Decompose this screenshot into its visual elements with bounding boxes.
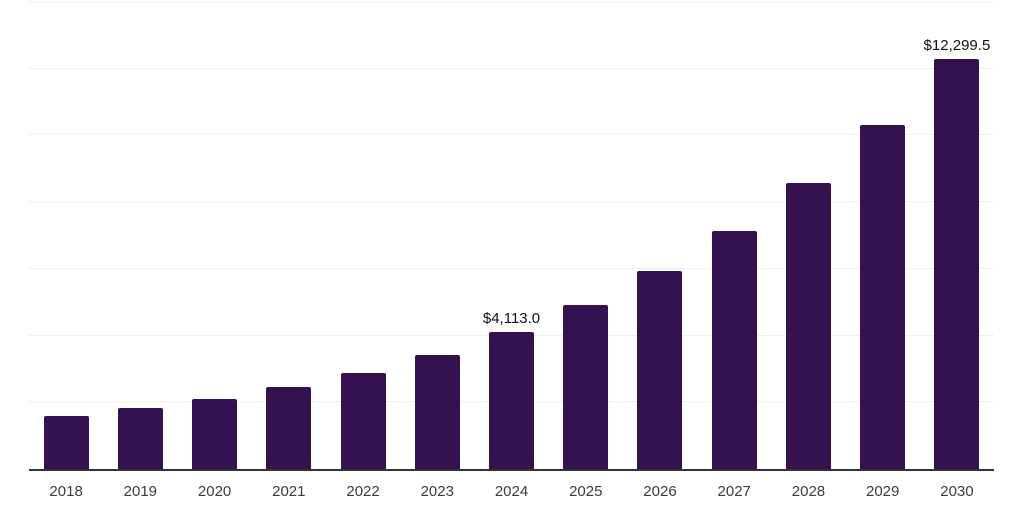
bar-2027[interactable] (711, 231, 757, 469)
x-tick-2025: 2025 (569, 483, 603, 500)
x-tick-2027: 2027 (717, 483, 751, 500)
data-label-2030: $12,299.5 (923, 36, 991, 54)
x-tick-2026: 2026 (643, 483, 677, 500)
bar-2022[interactable] (340, 372, 386, 469)
bar-band-2021 (252, 2, 326, 469)
x-tick-2021: 2021 (272, 483, 306, 500)
bar-band-2024: $4,113.0 (474, 2, 548, 469)
bar-2020[interactable] (192, 398, 238, 469)
x-tick-2024: 2024 (494, 483, 529, 500)
bar-band-2027 (697, 2, 771, 469)
bar-2025[interactable] (563, 304, 609, 469)
bar-2018[interactable] (43, 415, 89, 469)
data-label-2024: $4,113.0 (482, 309, 541, 327)
bar-band-2018 (29, 2, 103, 469)
bar-band-2029 (846, 2, 920, 469)
x-tick-2023: 2023 (420, 483, 454, 500)
bar-band-2023 (400, 2, 474, 469)
bars-container: $4,113.0 $12,299.5 (29, 2, 994, 469)
x-axis-labels: 2018 2019 2020 2021 2022 2023 2024 2025 2026 2027… (29, 483, 994, 501)
x-tick-2030: 2030 (940, 483, 974, 500)
x-tick-2029: 2029 (866, 483, 900, 500)
x-tick-2019: 2019 (123, 483, 158, 500)
bar-2030[interactable] (934, 58, 980, 469)
bar-2029[interactable] (860, 125, 906, 469)
bar-2028[interactable] (785, 182, 831, 469)
bar-band-2022 (326, 2, 400, 469)
x-axis-line (29, 469, 994, 471)
bar-2023[interactable] (414, 354, 460, 469)
gridline-6000 (29, 267, 994, 269)
x-tick-2028: 2028 (791, 483, 826, 500)
bar-band-2028 (771, 2, 845, 469)
bar-band-2020 (177, 2, 251, 469)
gridline-12000 (29, 67, 994, 69)
bar-band-2030: $12,299.5 (920, 2, 994, 469)
bar-band-2026 (623, 2, 697, 469)
bar-2021[interactable] (266, 387, 312, 469)
plot-area: $4,113.0 $12,299.5 (29, 1, 994, 469)
bar-band-2019 (103, 2, 177, 469)
bar-2026[interactable] (637, 270, 683, 469)
x-tick-2018: 2018 (49, 483, 83, 500)
x-tick-2022: 2022 (346, 483, 380, 500)
gridline-10000 (29, 134, 994, 136)
bar-2024[interactable] (489, 331, 535, 469)
gridline-8000 (29, 201, 994, 203)
x-tick-2020: 2020 (197, 483, 232, 500)
bar-band-2025 (549, 2, 623, 469)
gridline-14000 (29, 1, 994, 2)
bar-2019[interactable] (117, 407, 163, 469)
